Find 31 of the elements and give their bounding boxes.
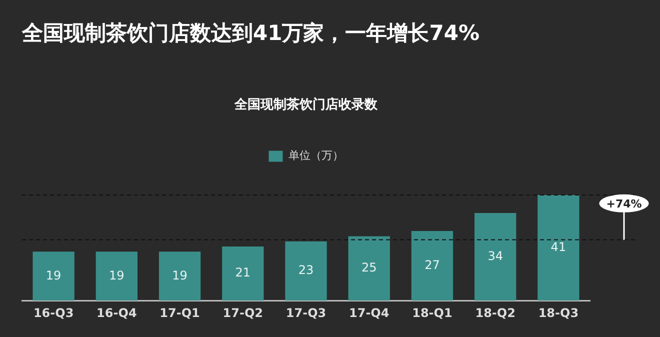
x-tick-label: 18-Q1: [412, 306, 452, 320]
data-label: 19: [172, 268, 188, 282]
data-label: 21: [235, 266, 251, 280]
data-label: 19: [46, 268, 62, 282]
data-label: 25: [361, 260, 377, 275]
x-tick-label: 16-Q3: [33, 306, 74, 320]
x-tick-label: 17-Q3: [286, 306, 326, 320]
bar: [411, 231, 454, 301]
data-label: 19: [109, 268, 124, 282]
x-tick-label: 18-Q2: [475, 306, 516, 320]
data-label: 27: [424, 258, 440, 272]
data-label: 34: [488, 248, 503, 263]
bar: [32, 252, 74, 301]
bar: [285, 241, 327, 301]
bar: [538, 194, 580, 301]
x-tick-label: 16-Q4: [96, 306, 137, 320]
bar: [348, 236, 390, 301]
chart-title: 全国现制茶饮门店数达到41万家，一年增长74%: [21, 21, 480, 46]
chart-subtitle: 全国现制茶饮门店收录数: [234, 96, 378, 112]
x-tick-label: 17-Q2: [222, 306, 264, 320]
bar: [222, 246, 264, 301]
data-label: 41: [550, 240, 566, 254]
legend-label: 单位（万）: [288, 149, 344, 162]
x-tick-label: 18-Q3: [538, 306, 579, 320]
x-tick-label: 17-Q4: [348, 306, 390, 320]
data-label: 23: [298, 263, 314, 278]
x-tick-label: 17-Q1: [160, 306, 200, 320]
bar: [474, 213, 516, 301]
annotation: +74%: [606, 197, 642, 210]
bar: [96, 252, 138, 301]
bar: [158, 252, 201, 301]
